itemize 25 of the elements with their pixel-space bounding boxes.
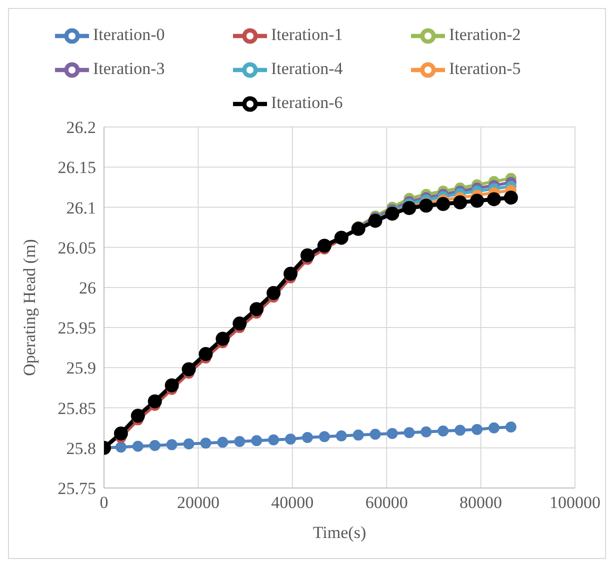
- y-tick-label: 26.15: [58, 158, 96, 178]
- y-tick-label: 26: [79, 278, 96, 298]
- x-tick-label: 0: [100, 493, 108, 512]
- x-tick-label: 40000: [271, 493, 314, 512]
- y-tick-label: 25.8: [66, 438, 96, 458]
- y-axis-title: Operating Head (m): [20, 239, 40, 376]
- legend-label: Iteration-1: [271, 24, 344, 45]
- x-tick-label: 20000: [176, 493, 220, 512]
- legend-label: Iteration-0: [93, 24, 166, 45]
- y-tick-label: 26.2: [66, 118, 96, 138]
- y-tick-label: 25.95: [58, 318, 96, 338]
- x-tick-label: 100000: [550, 493, 600, 512]
- legend-label: Iteration-5: [449, 58, 522, 79]
- y-tick-label: 26.1: [66, 198, 96, 218]
- y-tick-label: 25.85: [58, 398, 96, 418]
- legend-label: Iteration-4: [271, 58, 344, 79]
- legend-label: Iteration-3: [93, 58, 166, 79]
- x-tick-label: 60000: [365, 493, 408, 512]
- y-tick-label: 26.05: [58, 238, 96, 258]
- legend-label: Iteration-6: [271, 92, 344, 113]
- legend-label: Iteration-2: [449, 24, 522, 45]
- x-axis-title: Time(s): [312, 523, 366, 542]
- y-tick-label: 25.9: [66, 358, 96, 378]
- y-tick-label: 25.75: [58, 479, 96, 498]
- x-tick-label: 80000: [460, 493, 502, 512]
